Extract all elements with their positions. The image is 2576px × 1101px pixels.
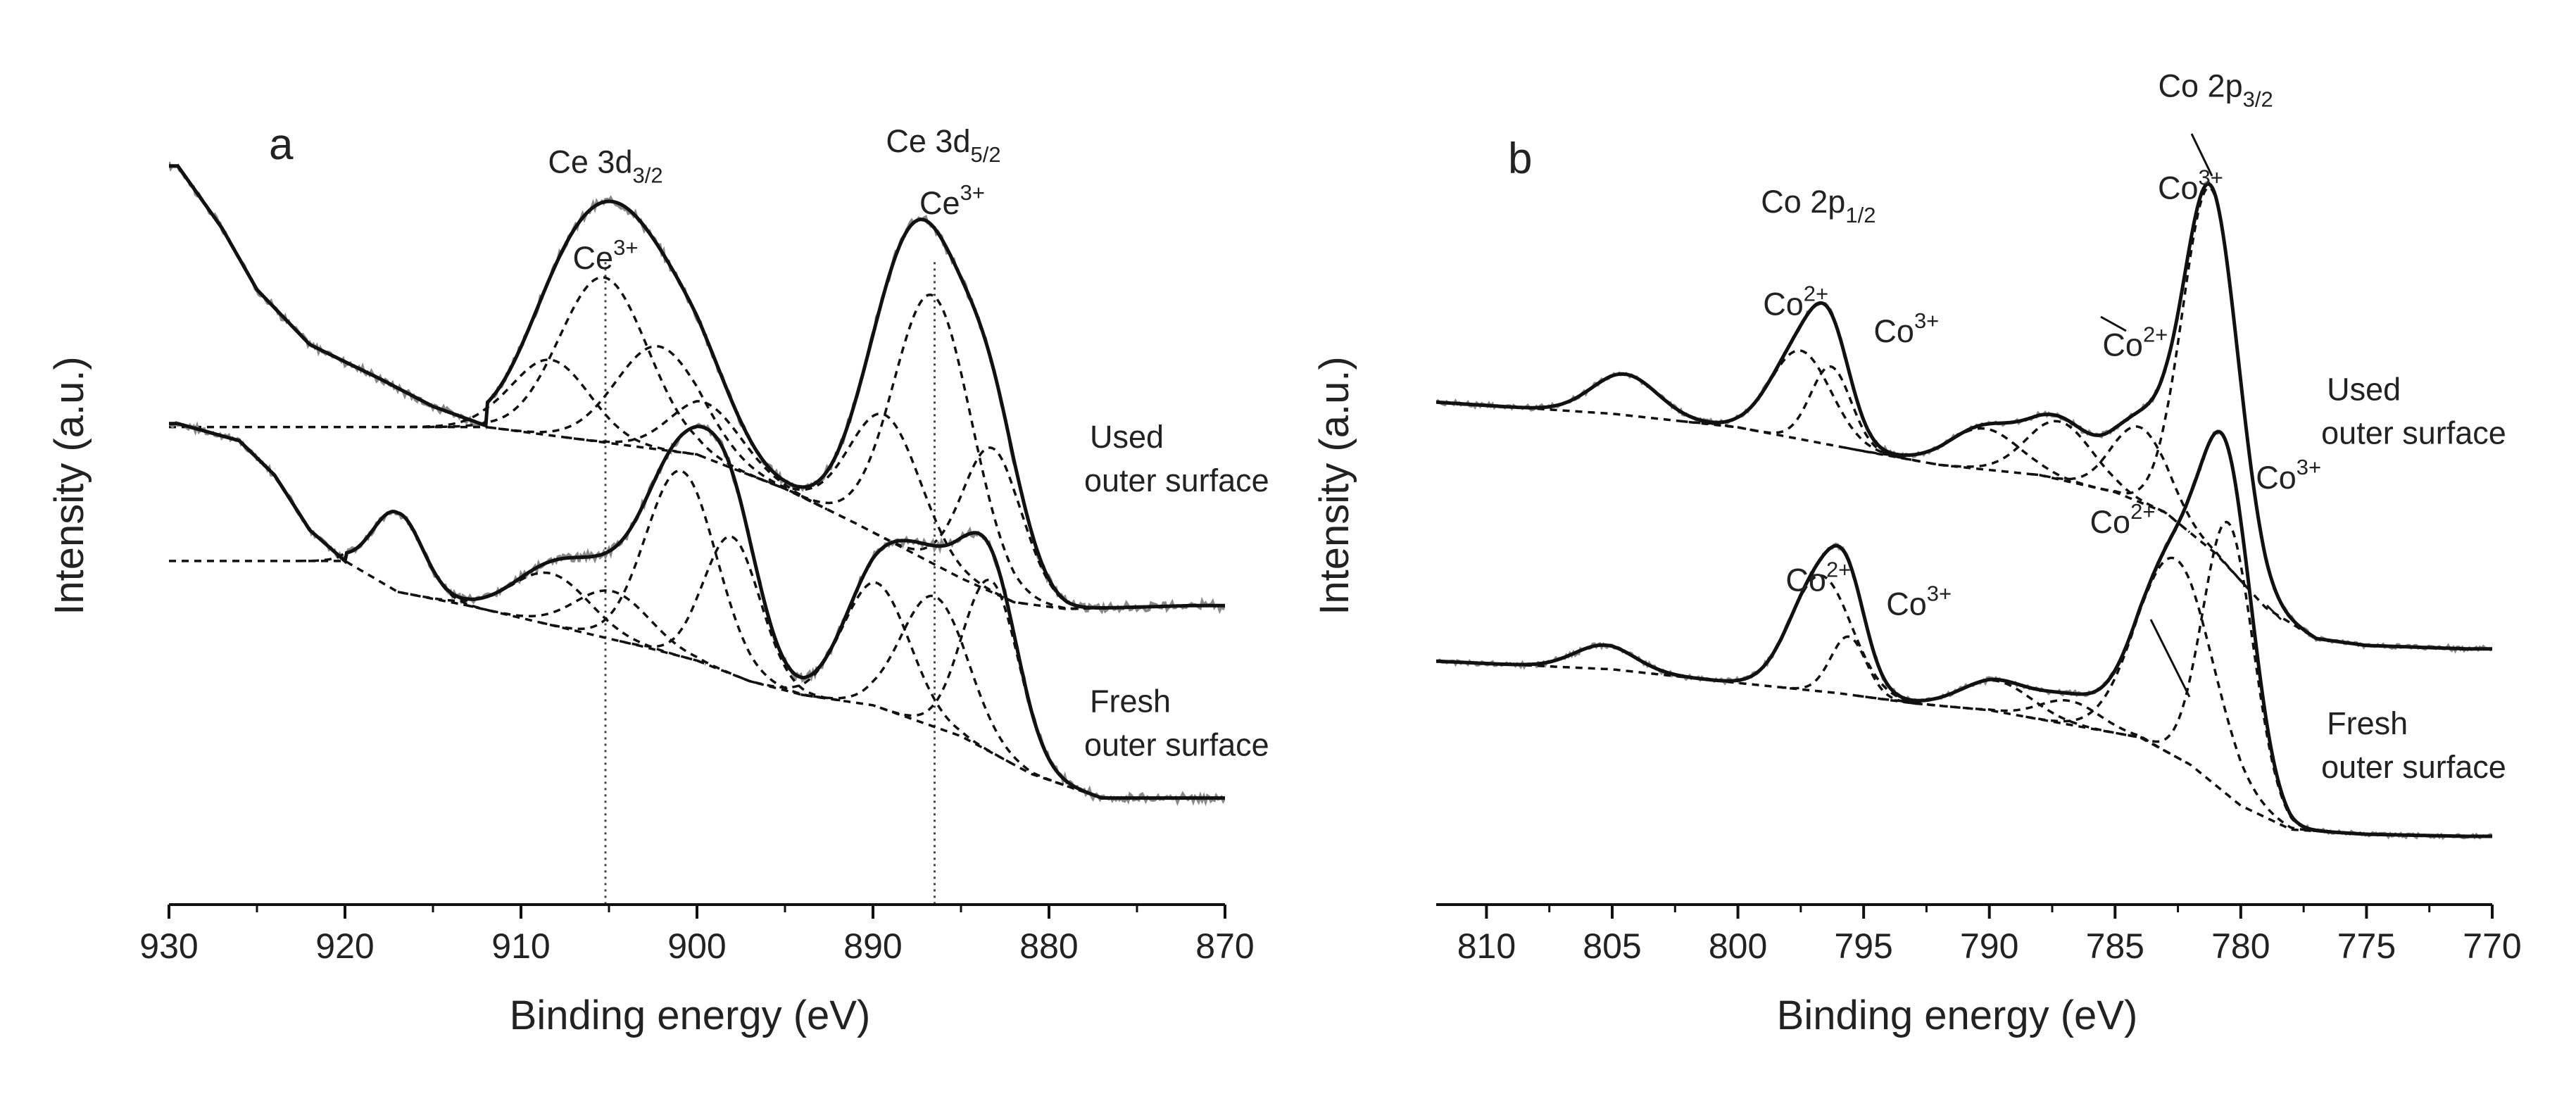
panel-b-x-axis-title: Binding energy (eV) [1777,993,2138,1038]
fit-component [1928,420,2191,534]
panel-b-x-tick-label: 785 [2086,926,2144,966]
fit-component [743,412,1026,605]
fit-envelope-used [1436,182,2492,651]
peak-annotation: Ce 3d3/2 [548,144,662,187]
panel-a-y-axis-title: Intensity (a.u.) [46,356,92,615]
panel-b-annotations: Used outer surface Fresh outer surface Co 2p… [1761,68,2506,784]
peak-annotation: Ce3+ [573,235,639,276]
peak-annotation: Co2+ [1785,557,1851,598]
panel-b-x-tick-label: 770 [2463,926,2521,966]
peak-annotation: Co 2p3/2 [2159,68,2273,111]
panel-b-co-2p: 810 805 800 795 790 785 780 775 770 Used outer su… [1312,68,2522,1038]
fit-component [466,589,761,686]
panel-b-x-tick-label: 790 [1960,926,2018,966]
fit-envelope-fresh [1436,429,2492,838]
fit-component [1949,699,2190,766]
fit-component [742,581,1011,764]
peak-annotation: Ce3+ [919,180,985,221]
fit-component [540,469,822,699]
annotation-leader-line [2100,315,2127,332]
peak-annotation: Co3+ [1873,308,1939,349]
fit-component [800,594,1069,788]
fit-component [565,400,848,520]
fit-component [2030,425,2251,591]
fit-component [427,276,781,489]
panel-b-x-tick-label: 805 [1583,926,1641,966]
fit-component [1680,349,1921,463]
panel-a-x-tick-label: 870 [1195,926,1254,966]
annotation-leader-line [2149,619,2191,698]
fit-component [1844,427,2125,498]
fit-component [1856,679,2137,738]
measured-spectrum-fresh [169,420,1225,807]
fit-component [777,294,1086,610]
spectrum-label-used: Used outer surface [1084,419,1269,498]
panel-a-x-tick-label: 900 [667,926,726,966]
panel-a-ce-3d: 930 920 910 900 890 880 870 Used outer surface F… [46,120,1269,1038]
annotation-leader-line [2190,133,2213,177]
panel-a-letter: a [269,120,294,169]
panel-a-spectra [169,161,1225,807]
peak-annotation: Co2+ [1763,281,1828,322]
panel-a-x-tick-label: 880 [1019,926,1078,966]
panel-a-x-axis-title: Binding energy (eV) [510,993,871,1038]
panel-b-spectra [1436,181,2492,841]
background-used [169,425,1225,610]
fit-component [619,535,846,703]
fit-envelope-used [169,164,1225,610]
panel-b-x-tick-label: 780 [2211,926,2270,966]
panel-a-x-tick-label: 910 [491,926,550,966]
spectrum-label-fresh: Fresh outer surface [1084,684,1269,763]
fit-component [489,345,828,511]
panel-a-x-axis: 930 920 910 900 890 880 870 [139,903,1255,966]
panel-a-x-tick-label: 920 [315,926,374,966]
panel-b-x-tick-label: 775 [2337,926,2396,966]
annotation-leader-line [2266,604,2282,621]
panel-b-y-axis-title: Intensity (a.u.) [1312,356,1357,615]
panel-b-x-axis: 810 805 800 795 790 785 780 775 770 [1436,903,2522,966]
fit-component [398,358,707,460]
fit-component [2128,520,2329,833]
panel-a-reference-lines [604,262,936,905]
panel-b-x-tick-label: 800 [1709,926,1767,966]
spectrum-label-used: Used outer surface [2321,371,2506,451]
fit-component [879,578,1104,800]
peak-annotation: Co2+ [2102,322,2168,363]
peak-annotation: Ce 3d5/2 [886,123,1000,167]
panel-a-x-tick-label: 890 [843,926,902,966]
panel-b-x-tick-label: 795 [1834,926,1892,966]
panel-b-x-tick-label: 810 [1457,926,1516,966]
fit-component [397,571,707,665]
fit-envelope-fresh [169,422,1225,800]
peak-annotation: Co3+ [2158,165,2223,206]
peak-annotation: Co3+ [1886,581,1952,622]
panel-b-letter: b [1508,134,1532,183]
peak-annotation: Co3+ [2256,455,2321,496]
peak-annotation: Co 2p1/2 [1761,184,1876,227]
fit-component [1779,635,1919,705]
fit-component [1751,365,1912,461]
spectrum-label-fresh: Fresh outer surface [2321,705,2506,785]
fit-component [872,446,1111,610]
peak-annotation: Co2+ [2090,499,2156,540]
panel-a-annotations: Used outer surface Fresh outer surface Ce 3d… [548,123,1269,762]
panel-a-x-tick-label: 930 [139,926,198,966]
